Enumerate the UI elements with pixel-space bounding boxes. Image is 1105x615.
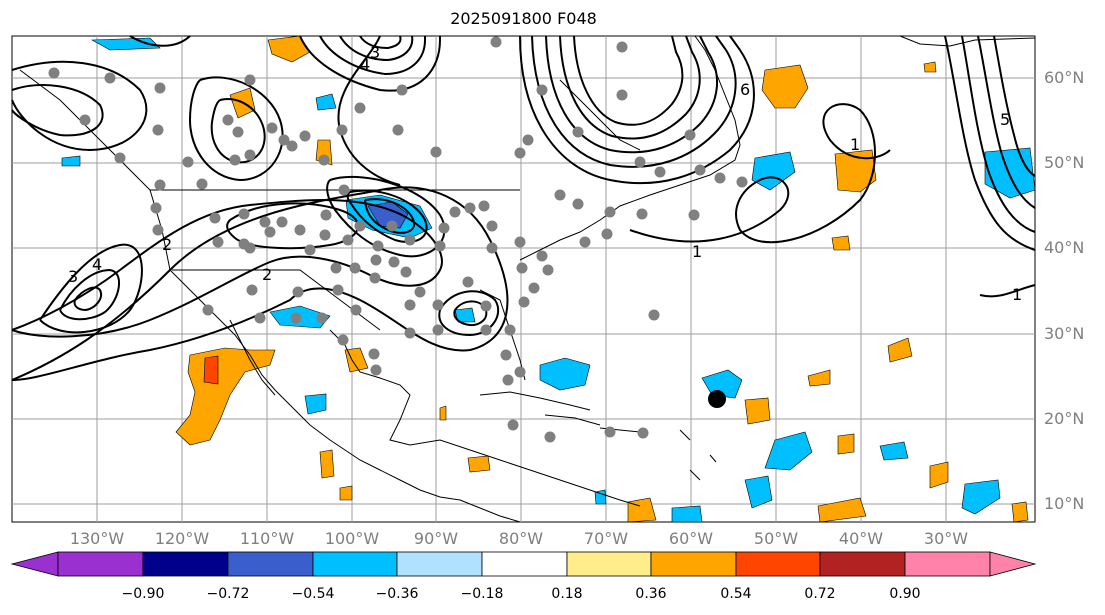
lat-label: 20°N [1044,409,1085,428]
lat-label: 60°N [1044,68,1085,87]
colorbar-tick: −0.18 [460,586,504,602]
lat-label: 50°N [1044,153,1085,172]
colorbar-tick: 0.72 [804,586,836,602]
contour-label: 4 [360,55,370,74]
lon-label: 90°W [413,529,459,548]
map-title: 2025091800 F048 [450,9,597,28]
contour-label: 3 [68,267,78,286]
colorbar-tick: 0.54 [720,586,752,602]
contour-label: 3 [370,43,380,62]
contour-label: 6 [740,80,750,99]
contour-label: 2 [262,265,272,284]
colorbar-tick: 0.18 [551,586,583,602]
lon-label: 100°W [324,529,380,548]
lon-label: 70°W [583,529,629,548]
colorbar-tick: 0.90 [889,586,921,602]
lon-label: 120°W [154,529,210,548]
lon-label: 50°W [753,529,799,548]
contour-label: 4 [92,255,102,274]
lat-label: 40°N [1044,238,1085,257]
storm-center-marker [708,390,726,408]
lon-label: 110°W [239,529,295,548]
contour-labels: 1 1 1 2 2 3 3 4 4 5 6 [68,43,1022,304]
colorbar [10,551,1037,577]
lon-label: 30°W [923,529,969,548]
contour-label: 1 [850,135,860,154]
colorbar-tick: 0.36 [635,586,667,602]
contour-label: 1 [1012,285,1022,304]
lon-label: 60°W [668,529,714,548]
contour-label: 2 [162,235,172,254]
shaded-anomalies [61,35,1036,523]
stations [48,36,748,443]
colorbar-tick: −0.90 [121,586,165,602]
contour-label: 1 [692,242,702,261]
graticule [12,36,1035,522]
colorbar-tick: −0.54 [291,586,335,602]
colorbar-tick: −0.72 [206,586,250,602]
lon-label: 40°W [838,529,884,548]
lat-label: 10°N [1044,494,1085,513]
lat-label: 30°N [1044,324,1085,343]
lon-label: 80°W [498,529,544,548]
colorbar-tick: −0.36 [375,586,419,602]
contours [11,35,1036,381]
lon-label: 130°W [69,529,125,548]
contour-label: 5 [1000,110,1010,129]
